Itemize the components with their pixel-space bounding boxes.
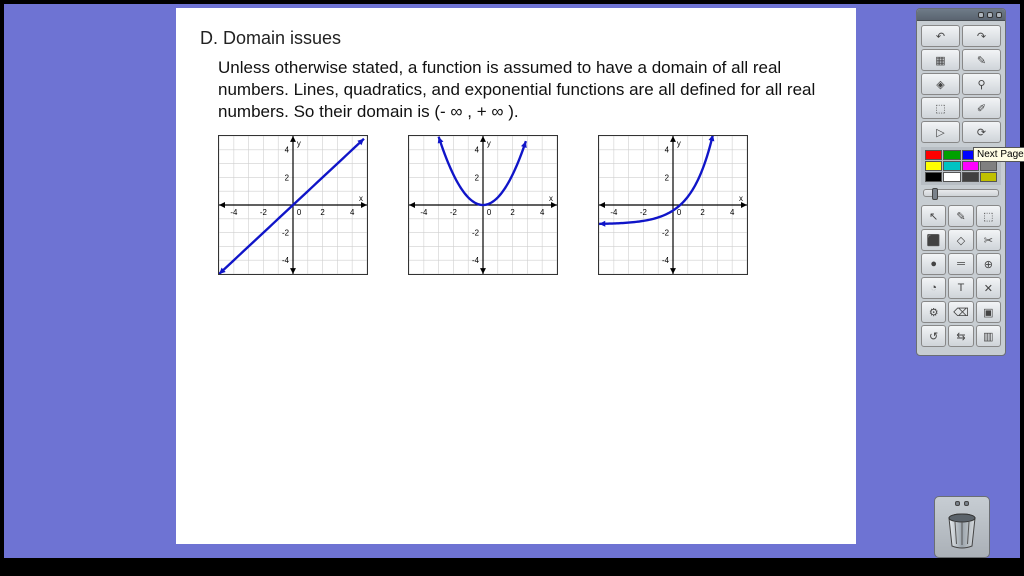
tool-button[interactable]: ✎	[948, 205, 973, 227]
svg-text:-2: -2	[662, 229, 669, 238]
svg-text:-4: -4	[230, 208, 238, 217]
color-swatch[interactable]	[943, 161, 960, 171]
svg-text:-4: -4	[662, 256, 670, 265]
section-title: D. Domain issues	[200, 28, 832, 49]
svg-text:4: 4	[730, 208, 735, 217]
tool-palette[interactable]: ↶↷▦✎◈⚲⬚✐▷⟳ ↖✎⬚⬛◇✂●═⊕◔T✕⚙⌫▣↺⇆▥ Next Page	[916, 8, 1006, 356]
graph-exponential: -4 -4 -2 -2 2 2 4 4 0 x y	[598, 135, 748, 275]
tool-button[interactable]: ⬛	[921, 229, 946, 251]
color-swatch[interactable]	[925, 150, 942, 160]
color-swatch[interactable]	[925, 172, 942, 182]
tool-button[interactable]: ⚙	[921, 301, 946, 323]
tool-button[interactable]: ↷	[962, 25, 1001, 47]
color-swatch[interactable]	[962, 161, 979, 171]
color-swatch[interactable]	[980, 161, 997, 171]
svg-text:4: 4	[475, 146, 480, 155]
stage: D. Domain issues Unless otherwise stated…	[4, 4, 1020, 558]
svg-text:-4: -4	[472, 256, 480, 265]
tool-button[interactable]: ⟳	[962, 121, 1001, 143]
svg-text:2: 2	[510, 208, 514, 217]
tool-button[interactable]: T	[948, 277, 973, 299]
svg-text:y: y	[487, 139, 491, 148]
svg-text:2: 2	[475, 174, 479, 183]
tool-button[interactable]: ✐	[962, 97, 1001, 119]
svg-text:0: 0	[677, 208, 682, 217]
tool-button[interactable]: ⇆	[948, 325, 973, 347]
svg-text:4: 4	[285, 146, 290, 155]
svg-text:0: 0	[297, 208, 302, 217]
svg-text:-4: -4	[610, 208, 618, 217]
svg-text:x: x	[359, 194, 363, 203]
svg-text:y: y	[297, 139, 301, 148]
tool-button[interactable]: ▣	[976, 301, 1001, 323]
tool-button[interactable]: ⚲	[962, 73, 1001, 95]
color-swatch[interactable]	[962, 172, 979, 182]
graph-parabola: -4 -4 -2 -2 2 2 4 4 0 x y	[408, 135, 558, 275]
drawing-tools: ↖✎⬚ ⬛◇✂ ●═⊕ ◔T✕ ⚙⌫▣ ↺⇆▥	[917, 201, 1005, 351]
tool-button[interactable]: ↶	[921, 25, 960, 47]
tool-button[interactable]: ↺	[921, 325, 946, 347]
thickness-slider[interactable]	[923, 189, 999, 197]
color-swatch[interactable]	[943, 150, 960, 160]
svg-text:2: 2	[320, 208, 324, 217]
svg-text:-4: -4	[420, 208, 428, 217]
whiteboard-page: D. Domain issues Unless otherwise stated…	[176, 8, 856, 544]
tool-button[interactable]: ▥	[976, 325, 1001, 347]
svg-text:0: 0	[487, 208, 492, 217]
svg-text:-2: -2	[260, 208, 267, 217]
maximize-icon[interactable]	[987, 12, 993, 18]
svg-text:2: 2	[285, 174, 289, 183]
tool-button[interactable]: ✕	[976, 277, 1001, 299]
tool-button[interactable]: ↖	[921, 205, 946, 227]
close-icon[interactable]	[996, 12, 1002, 18]
color-swatch[interactable]	[980, 172, 997, 182]
color-swatch[interactable]	[943, 172, 960, 182]
svg-text:-2: -2	[640, 208, 647, 217]
svg-text:4: 4	[665, 146, 670, 155]
svg-text:4: 4	[540, 208, 545, 217]
slider-thumb[interactable]	[932, 188, 938, 200]
tool-button[interactable]: ⊕	[976, 253, 1001, 275]
tool-button[interactable]: ●	[921, 253, 946, 275]
toolbar-titlebar[interactable]	[917, 9, 1005, 21]
tool-button[interactable]: ✎	[962, 49, 1001, 71]
minimize-icon[interactable]	[978, 12, 984, 18]
tool-button[interactable]: ◔	[921, 277, 946, 299]
graph-row: -4 -4 -2 -2 2 2 4 4 0 x y -4 -4 -2 -2 2 2 4 4 0 x y -4 -4 -2 -2…	[218, 135, 832, 275]
svg-text:x: x	[549, 194, 553, 203]
tool-button[interactable]: ⬚	[921, 97, 960, 119]
nav-tools: ↶↷▦✎◈⚲⬚✐▷⟳	[917, 21, 1005, 147]
svg-text:-2: -2	[472, 229, 479, 238]
svg-text:2: 2	[700, 208, 704, 217]
tool-button[interactable]: ◇	[948, 229, 973, 251]
graph-linear: -4 -4 -2 -2 2 2 4 4 0 x y	[218, 135, 368, 275]
trash-bin[interactable]	[934, 496, 990, 558]
tool-button[interactable]: ▷	[921, 121, 960, 143]
color-swatch[interactable]	[925, 161, 942, 171]
svg-text:x: x	[739, 194, 743, 203]
trash-icon	[944, 510, 980, 550]
tool-button[interactable]: ✂	[976, 229, 1001, 251]
tooltip: Next Page	[973, 147, 1024, 162]
tool-button[interactable]: ⬚	[976, 205, 1001, 227]
body-text: Unless otherwise stated, a function is a…	[218, 57, 832, 123]
tool-button[interactable]: ═	[948, 253, 973, 275]
svg-text:2: 2	[665, 174, 669, 183]
svg-text:-2: -2	[282, 229, 289, 238]
svg-text:y: y	[677, 139, 681, 148]
svg-text:4: 4	[350, 208, 355, 217]
tool-button[interactable]: ◈	[921, 73, 960, 95]
svg-text:-2: -2	[450, 208, 457, 217]
tool-button[interactable]: ▦	[921, 49, 960, 71]
tool-button[interactable]: ⌫	[948, 301, 973, 323]
svg-text:-4: -4	[282, 256, 290, 265]
